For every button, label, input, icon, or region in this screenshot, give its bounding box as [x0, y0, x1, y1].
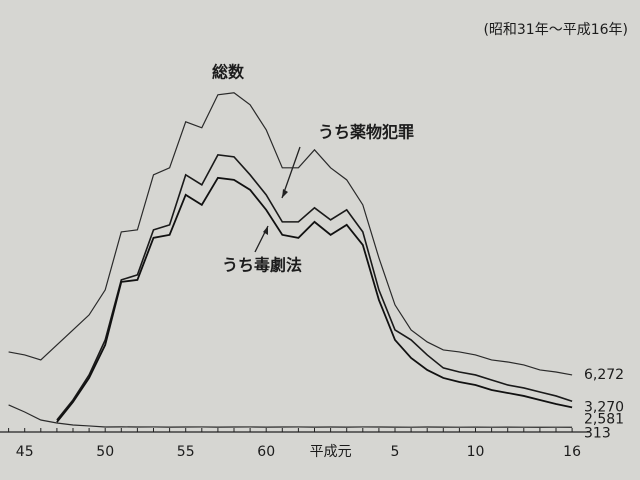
note: (昭和31年～平成16年) — [483, 22, 628, 38]
x-tick-label: 60 — [257, 444, 275, 460]
x-tick-label: 10 — [467, 444, 485, 460]
arrow-head — [282, 189, 288, 198]
value-label: 313 — [584, 425, 611, 441]
x-tick-label: 16 — [563, 444, 581, 460]
series-line — [56, 176, 573, 423]
series-line — [8, 92, 573, 376]
series-line — [56, 153, 573, 421]
value-label: 2,581 — [584, 411, 624, 427]
x-tick-label: 平成元 — [310, 444, 352, 460]
x-tick-label: 5 — [391, 444, 400, 460]
value-label: 6,272 — [584, 367, 624, 383]
x-tick-label: 55 — [177, 444, 195, 460]
x-tick-label: 50 — [96, 444, 114, 460]
x-tick-label: 45 — [16, 444, 34, 460]
series-label: うち薬物犯罪 — [318, 123, 414, 142]
series-line — [8, 404, 573, 428]
arrow-head — [263, 226, 268, 235]
value-label: 3,270 — [584, 399, 624, 415]
series-label: 総数 — [212, 63, 245, 82]
arrow — [281, 146, 301, 199]
series-label: うち毒劇法 — [222, 256, 302, 275]
